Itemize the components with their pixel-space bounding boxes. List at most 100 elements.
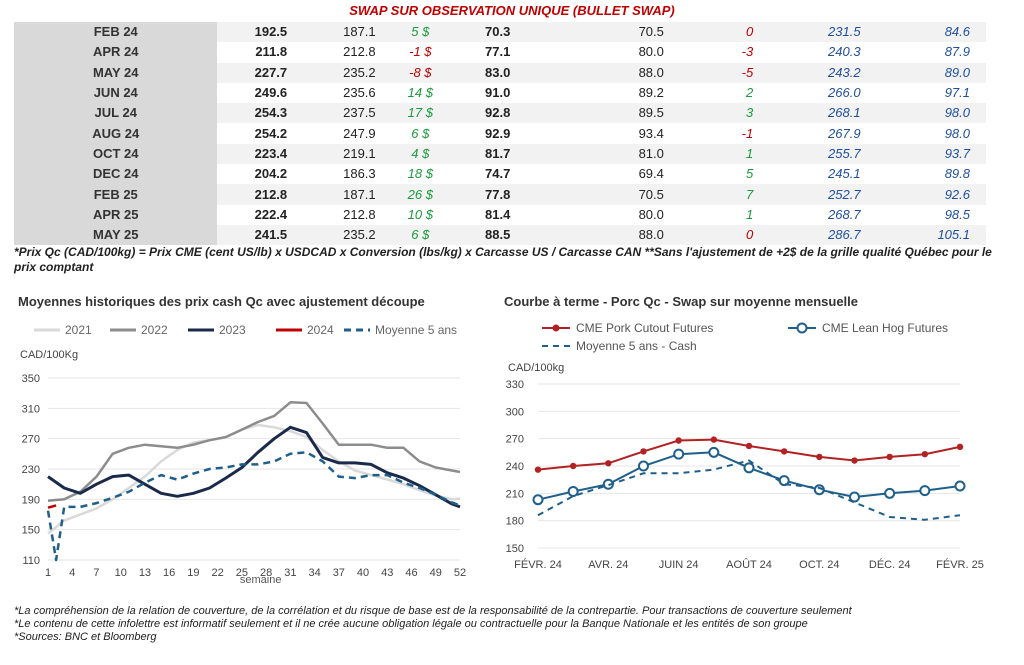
y-tick-label: 190 — [22, 494, 40, 506]
table-cell-c1: 222.4 — [254, 206, 288, 222]
data-point — [813, 484, 825, 496]
table-cell-c1: 211.8 — [255, 44, 288, 60]
table-cell-c6: 0 — [663, 224, 762, 246]
series-line-5 — [46, 451, 461, 562]
legend-label-5: Moyenne 5 ans — [375, 323, 457, 337]
x-tick-label: AVR. 24 — [588, 559, 628, 571]
x-tick-label: 22 — [212, 567, 224, 579]
table-cell-c4: 92.9 — [485, 125, 511, 141]
row-period: AUG 24 — [14, 123, 218, 144]
x-tick-label: 1 — [45, 567, 51, 579]
x-tick-label: 4 — [69, 567, 75, 579]
table-cell-c8: 87.9 — [944, 44, 970, 60]
x-tick-label: 34 — [308, 567, 320, 579]
table-cell-c8: 105.1 — [860, 224, 986, 246]
data-point — [675, 437, 682, 444]
x-tick-label: 16 — [163, 567, 175, 579]
forward-curve-chart: CME Pork Cutout Futures CME Lean Hog Futu… — [506, 321, 984, 571]
table-cell-c3: 10 $ — [407, 206, 433, 222]
table-row: JUN 24 249.6 235.6 14 $ 91.0 89.2 2 266.0 97.1 — [14, 82, 986, 104]
y-axis-label: CAD/100kg — [508, 362, 564, 374]
table-cell-c2: 237.5 — [287, 103, 376, 124]
table-cell-c4: 88.5 — [465, 224, 575, 246]
table-cell-c2: 235.2 — [287, 224, 376, 246]
legend-label-2: CME Lean Hog Futures — [822, 321, 948, 335]
y-tick-label: 150 — [506, 543, 524, 555]
table-cell-c3: -1 $ — [409, 44, 432, 60]
table-cell-c7: 240.3 — [828, 44, 861, 60]
table-cell-c6: 1 — [745, 206, 754, 222]
x-tick-label: 31 — [284, 567, 296, 579]
table-cell-c4: 77.1 — [485, 44, 511, 60]
table-cell-c6: 0 — [663, 22, 762, 43]
data-point — [884, 487, 896, 499]
table-cell-c3: 18 $ — [407, 166, 433, 182]
table-cell-c5: 93.4 — [638, 125, 664, 141]
table-cell-c7: 252.7 — [761, 184, 861, 205]
y-tick-label: 310 — [22, 403, 40, 415]
data-point — [534, 466, 542, 473]
table-cell-c4: 74.7 — [485, 166, 511, 182]
series-line-3 — [47, 425, 461, 509]
data-point — [532, 494, 544, 506]
table-cell-c1: 212.8 — [217, 184, 288, 205]
y-tick-label: 230 — [22, 464, 40, 476]
y-tick-label: 240 — [506, 461, 524, 473]
y-axis-label: CAD/100Kg — [20, 349, 78, 361]
y-tick-label: 270 — [22, 434, 40, 446]
table-cell-c2: 235.6 — [343, 85, 376, 101]
row-period: JUN 24 — [14, 82, 218, 104]
x-tick-label: 40 — [357, 567, 369, 579]
table-cell-c2: 212.8 — [343, 44, 376, 60]
footer-line-1: *La compréhension de la relation de couv… — [14, 605, 852, 617]
table-row: FEB 25 212.8 187.1 26 $77.8 70.5 7 252.7 92.6 — [14, 184, 986, 205]
table-cell-c3: 6 $ — [411, 125, 430, 141]
table-cell-c8: 97.1 — [944, 85, 970, 101]
table-cell-c1: 192.5 — [217, 22, 288, 43]
historical-cash-chart: 2021 2022 2023 2024 Moyenne 5 ansCAD/100Kg11… — [20, 323, 466, 586]
data-point — [921, 450, 929, 458]
table-cell-c6: 1 — [663, 143, 762, 165]
chart2-title: Courbe à terme - Porc Qc - Swap sur moye… — [504, 294, 858, 309]
table-cell-c1: 227.7 — [217, 62, 288, 83]
table-cell-c6: 2 — [745, 85, 754, 101]
table-cell-c5: 88.0 — [574, 62, 664, 83]
table-cell-c8: 98.0 — [860, 103, 986, 124]
table-cell-c8: 89.0 — [860, 62, 986, 83]
x-tick-label: 52 — [454, 567, 466, 579]
table-cell-c2: 247.9 — [343, 125, 376, 141]
legend-label-3: 2023 — [219, 323, 246, 337]
legend-label-3: Moyenne 5 ans - Cash — [576, 339, 697, 353]
y-tick-label: 150 — [22, 525, 40, 537]
table-cell-c7: 266.0 — [828, 85, 861, 101]
x-tick-label: 43 — [381, 567, 393, 579]
table-row: OCT 24 223.4 219.1 4 $81.7 81.0 1 255.7 93.7 — [14, 143, 986, 165]
data-point — [567, 486, 579, 498]
table-cell-c8: 98.0 — [944, 125, 970, 141]
row-period: APR 25 — [14, 204, 218, 225]
legend-label-1: CME Pork Cutout Futures — [576, 321, 713, 335]
table-row: JUL 24 254.3 237.5 17 $92.8 89.5 3 268.1 98.0 — [14, 103, 986, 124]
price-formula-note: *Prix Qc (CAD/100kg) = Prix CME (cent US… — [14, 245, 992, 274]
table-cell-c5: 89.2 — [638, 85, 664, 101]
x-tick-label: 28 — [260, 567, 272, 579]
table-cell-c3: 17 $ — [375, 103, 465, 124]
table-cell-c6: -5 — [663, 62, 762, 83]
table-cell-c1: 254.2 — [254, 125, 288, 141]
legend-label-4: 2024 — [307, 323, 334, 337]
table-cell-c2: 235.2 — [287, 62, 376, 83]
data-point — [954, 480, 966, 492]
table-row: FEB 24 192.5 187.1 5 $70.3 70.5 0 231.5 84.6 — [14, 22, 986, 43]
data-point — [886, 453, 893, 461]
row-period: MAY 24 — [14, 62, 218, 83]
table-cell-c3: 14 $ — [407, 85, 433, 101]
table-cell-c2: 187.1 — [287, 184, 376, 205]
data-point — [849, 491, 860, 503]
footer-notes: *La compréhension de la relation de couv… — [14, 605, 852, 644]
series-line-3 — [537, 459, 961, 521]
y-tick-label: 330 — [506, 379, 524, 391]
table-cell-c5: 70.5 — [574, 22, 664, 43]
x-tick-label: 19 — [187, 567, 199, 579]
data-point — [780, 448, 788, 455]
table-cell-c4: 77.8 — [465, 184, 575, 205]
